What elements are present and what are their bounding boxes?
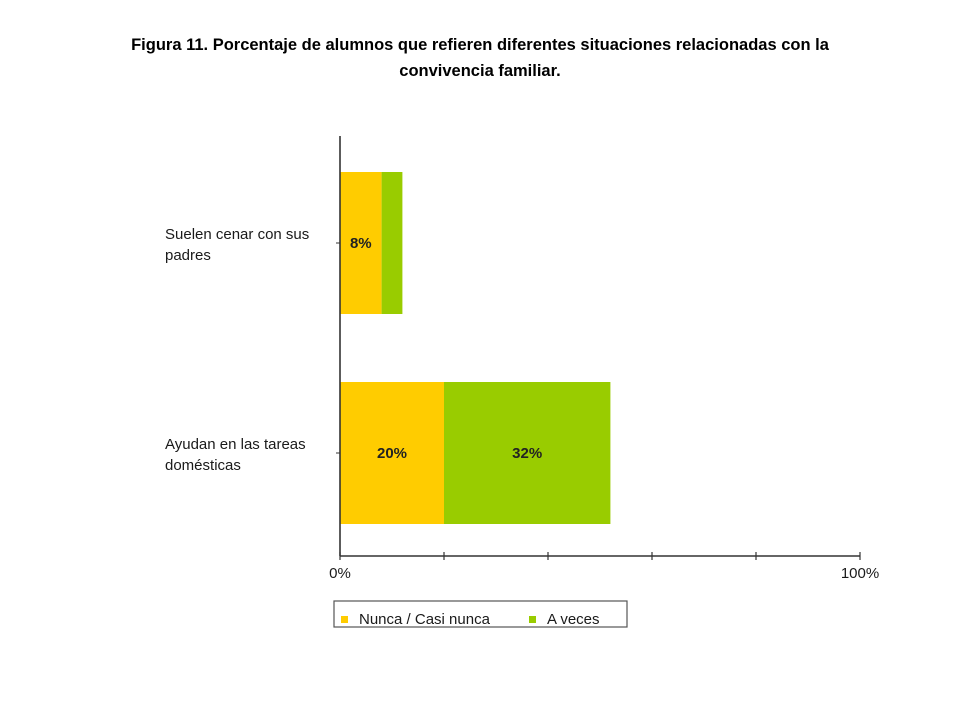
x-tick-label: 0%: [329, 565, 351, 582]
category-label: domésticas: [165, 457, 241, 474]
title-line-2: convivencia familiar.: [399, 62, 561, 80]
category-label: Ayudan en las tareas: [165, 436, 306, 453]
title-line-1: Figura 11. Porcentaje de alumnos que ref…: [131, 36, 829, 54]
bar-value-label: 32%: [512, 445, 542, 462]
bar-nunca-0: [340, 172, 382, 314]
legend-swatch: [341, 616, 348, 623]
bar-a-veces-1: [444, 382, 611, 524]
bar-value-label: 8%: [350, 235, 372, 252]
category-label: Suelen cenar con sus: [165, 226, 309, 243]
legend-box: [333, 600, 628, 628]
category-label: padres: [165, 247, 211, 264]
bar-value-label: 20%: [377, 445, 407, 462]
legend-label: Nunca / Casi nunca: [359, 611, 491, 628]
page-title: Figura 11. Porcentaje de alumnos que ref…: [60, 32, 900, 84]
x-tick-label: 100%: [841, 565, 879, 582]
legend-label: A veces: [547, 611, 600, 628]
bar-nunca-1: [340, 382, 444, 524]
legend-swatch: [529, 616, 536, 623]
bar-a-veces-0: [381, 172, 403, 314]
